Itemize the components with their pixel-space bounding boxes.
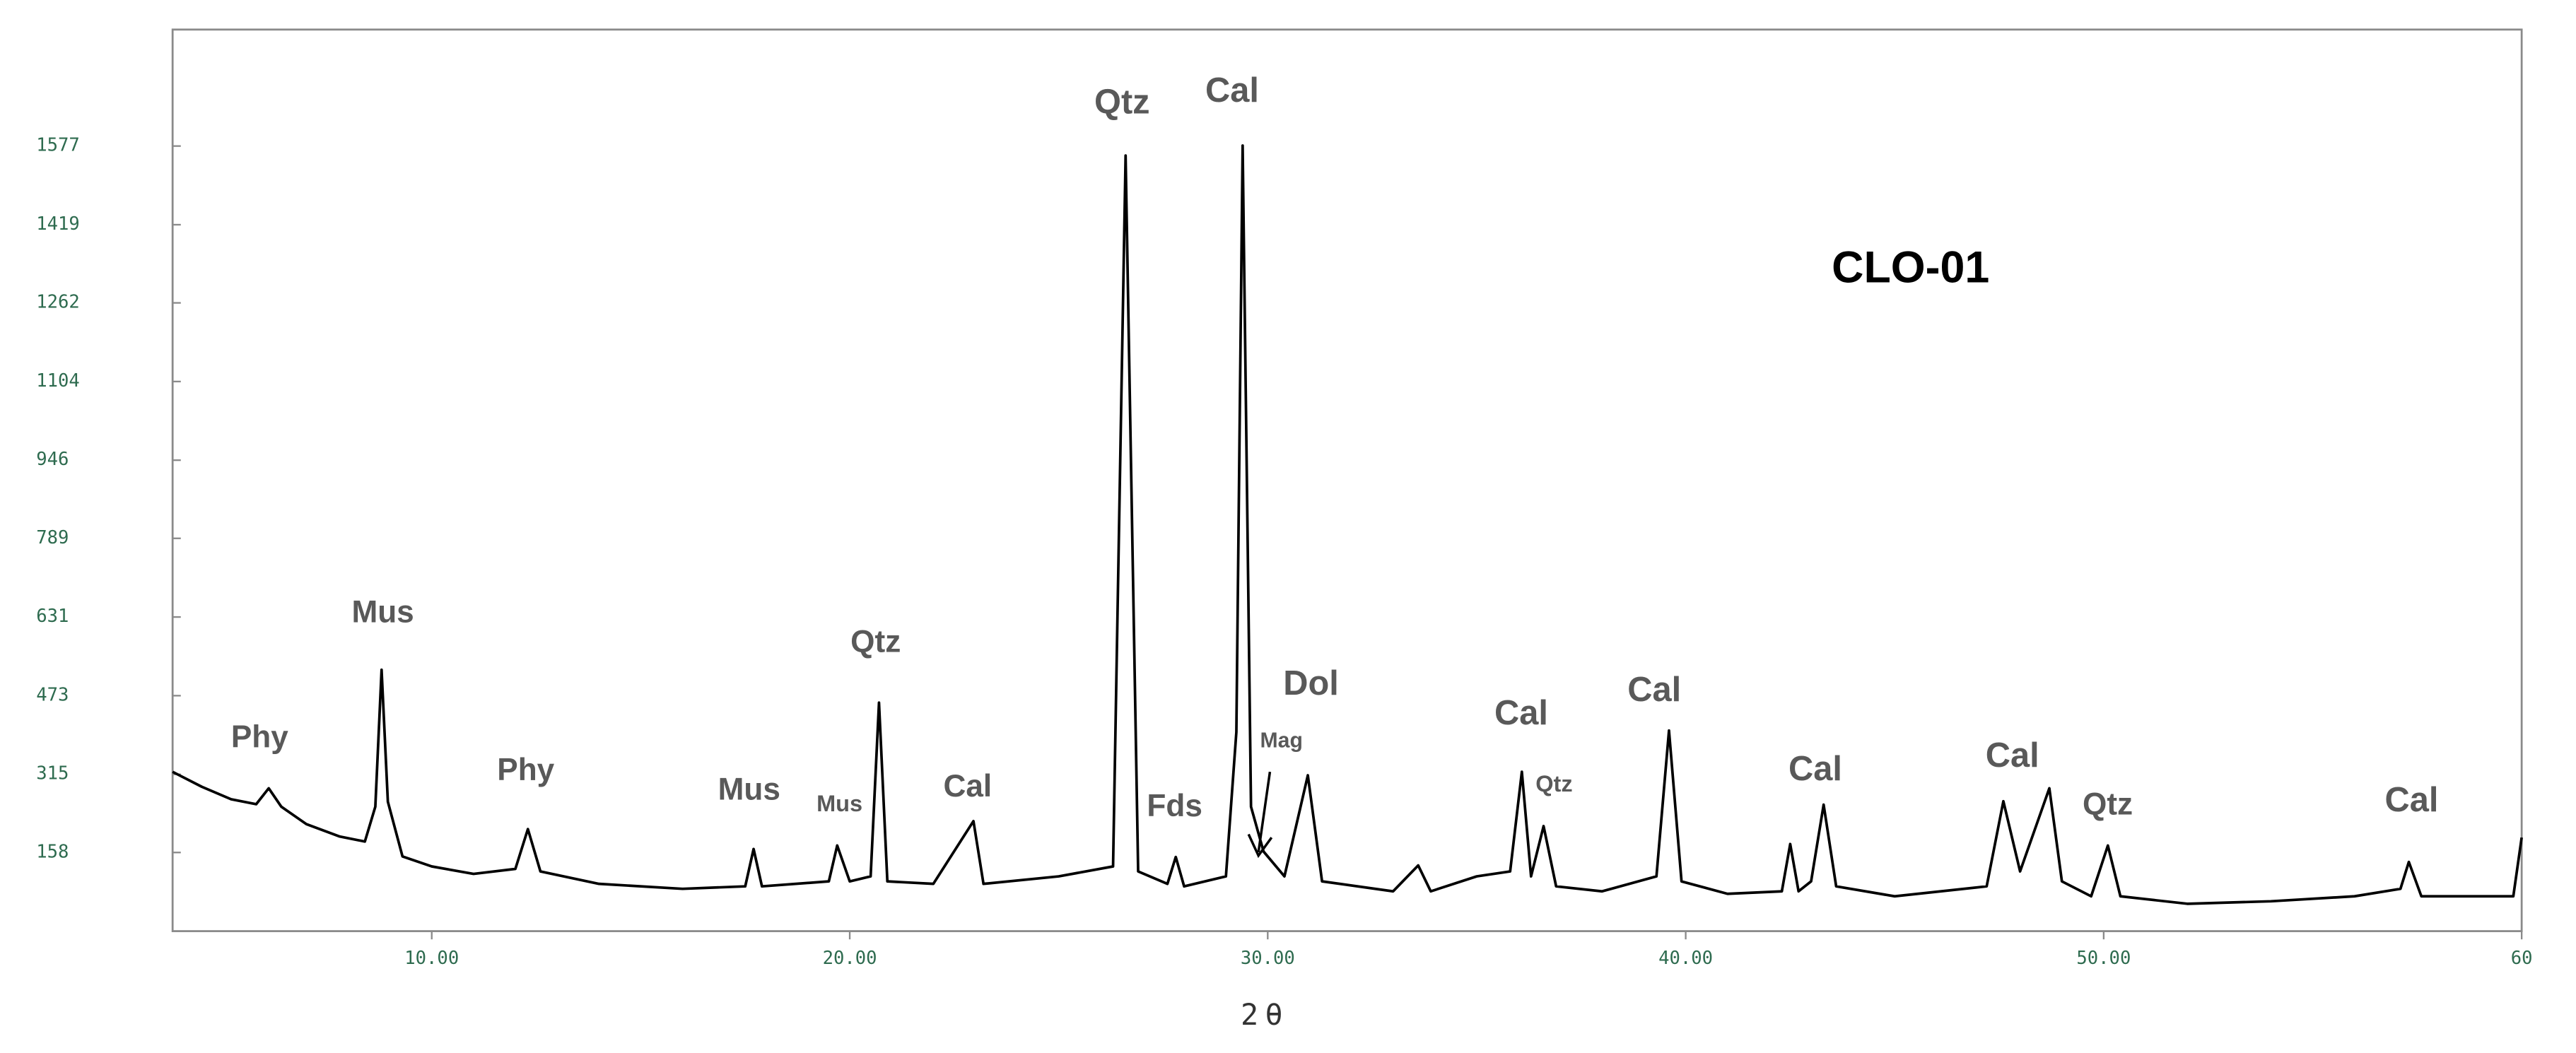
peak-label: Cal bbox=[1494, 694, 1548, 732]
x-tick-label: 50.00 bbox=[2076, 948, 2131, 969]
x-tick-label: 10.00 bbox=[404, 948, 459, 969]
x-tick-label: 20.00 bbox=[823, 948, 877, 969]
chart-title: CLO-01 bbox=[1832, 243, 1989, 293]
arrow-head bbox=[1247, 833, 1273, 859]
y-tick-label: 1262 bbox=[36, 292, 80, 313]
peak-label: Mus bbox=[816, 791, 862, 816]
y-tick-label: 158 bbox=[36, 841, 69, 862]
peak-label: Mus bbox=[718, 772, 780, 807]
x-tick-label: 30.00 bbox=[1241, 948, 1295, 969]
diffraction-line bbox=[172, 144, 2523, 905]
peak-label: Phy bbox=[231, 719, 288, 754]
peak-label: Mus bbox=[351, 595, 414, 630]
peak-label: Cal bbox=[944, 769, 993, 804]
y-tick-label: 631 bbox=[36, 606, 69, 627]
y-tick-label: 946 bbox=[36, 449, 69, 470]
peak-label: Qtz bbox=[2083, 787, 2133, 822]
peak-label: Cal bbox=[1205, 71, 1259, 110]
peak-label: Dol bbox=[1283, 664, 1339, 702]
peak-label: Cal bbox=[1627, 671, 1681, 709]
x-tick-label: 40.00 bbox=[1658, 948, 1713, 969]
x-axis-label: 2θ bbox=[1241, 997, 1289, 1032]
peak-label: Qtz bbox=[1535, 771, 1572, 796]
x-tick-label: 60 bbox=[2511, 948, 2533, 969]
peak-label: Qtz bbox=[1094, 83, 1150, 121]
plot-frame bbox=[171, 28, 2523, 932]
y-tick-label: 473 bbox=[36, 684, 69, 705]
peak-label: Cal bbox=[2384, 781, 2438, 819]
y-tick-label: 1419 bbox=[36, 213, 80, 235]
y-tick-label: 1577 bbox=[36, 135, 80, 156]
peak-label: Fds bbox=[1147, 789, 1202, 823]
peak-label: Phy bbox=[497, 753, 554, 787]
y-tick-label: 1104 bbox=[36, 370, 80, 392]
peak-label: Cal bbox=[1788, 750, 1842, 788]
peak-label: Qtz bbox=[850, 625, 901, 659]
y-tick-label: 789 bbox=[36, 527, 69, 548]
peak-label: Cal bbox=[1986, 736, 2039, 775]
peak-label: Mag bbox=[1260, 729, 1303, 752]
y-tick-label: 315 bbox=[36, 763, 69, 784]
